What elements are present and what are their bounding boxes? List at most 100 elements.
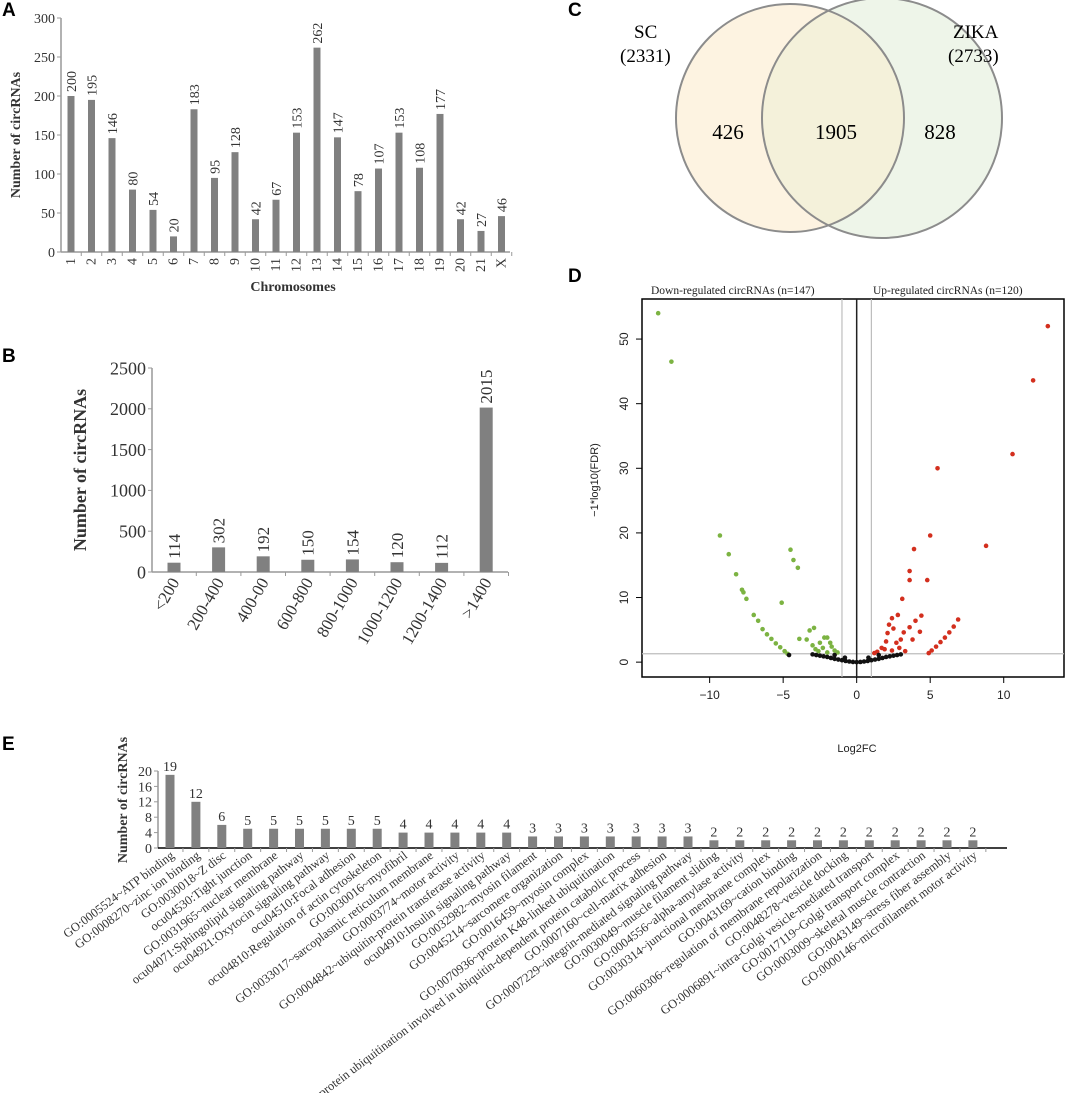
x-tick-label: <200 (149, 575, 183, 615)
x-tick-label: 13 (310, 258, 325, 272)
bar-value-label: 46 (495, 198, 510, 212)
bar (252, 219, 259, 252)
y-tick-label: 100 (34, 168, 55, 183)
data-point-down (755, 618, 761, 624)
y-tick-label: 8 (145, 811, 152, 826)
bar (167, 562, 181, 572)
y-tick-label: 300 (34, 12, 55, 27)
bar (942, 840, 952, 848)
y-tick-label: 20 (617, 526, 631, 540)
data-point-up (927, 533, 933, 538)
bar (256, 556, 270, 572)
data-point-ns (828, 655, 834, 661)
bar-value-label: 146 (106, 113, 121, 134)
bar (67, 96, 75, 252)
bar-value-label: 67 (270, 182, 285, 196)
data-point-up (872, 650, 877, 656)
y-tick-label: 12 (138, 796, 152, 811)
bar-value-label: 5 (322, 814, 329, 829)
x-tick-label: 1200-1400 (398, 575, 451, 648)
bar (129, 189, 136, 252)
data-point-down (777, 644, 783, 650)
bar (190, 109, 198, 252)
bar-value-label: 177 (434, 89, 449, 110)
data-point-down (764, 632, 770, 637)
y-tick-label: 500 (119, 522, 146, 542)
x-tick-label: 4 (126, 258, 141, 265)
data-point-ns (891, 653, 896, 658)
data-point-up (1030, 378, 1036, 383)
panel-letter-a: A (2, 0, 16, 21)
x-tick-label: X (495, 258, 510, 268)
venn-count-overlap: 1905 (815, 120, 857, 144)
bar-value-label: 154 (343, 529, 362, 555)
bar-value-label: 5 (244, 814, 251, 829)
bar (217, 824, 227, 848)
data-point-up (889, 615, 895, 621)
data-point-up (933, 644, 939, 649)
data-point-down (797, 636, 802, 642)
data-point-ns (813, 652, 819, 658)
bar (269, 828, 279, 848)
bar-value-label: 12 (189, 787, 203, 802)
bar-value-label: 2 (840, 825, 847, 840)
bar-value-label: 4 (426, 818, 433, 833)
bar (345, 559, 359, 572)
panel-letter-b: B (2, 346, 16, 367)
data-point-up (942, 635, 948, 640)
data-point-ns (854, 659, 859, 665)
y-axis-title: Number of circRNAs (9, 71, 24, 198)
venn-total-zika: (2733) (948, 46, 999, 67)
bar (838, 840, 848, 848)
bar-value-label: 3 (659, 821, 666, 836)
x-tick-label: 15 (351, 258, 366, 272)
data-point-up (885, 630, 890, 636)
bar-value-label: 2 (736, 825, 743, 840)
data-point-up (897, 645, 902, 651)
bar-value-label: 6 (218, 810, 225, 825)
bar-value-label: 200 (65, 71, 80, 92)
bar (398, 832, 408, 848)
y-tick-label: 2500 (110, 358, 146, 378)
data-point-up (902, 648, 908, 654)
data-point-down (824, 635, 830, 640)
x-tick-label: 21 (474, 258, 489, 272)
x-tick-label: 6 (167, 258, 182, 265)
y-tick-label: 50 (617, 332, 631, 346)
x-tick-label: 10 (997, 688, 1011, 702)
data-point-down (807, 628, 812, 633)
data-point-up (917, 629, 923, 635)
data-point-down (717, 533, 723, 538)
y-tick-label: 40 (617, 397, 631, 411)
data-point-ns (883, 654, 889, 660)
bar (916, 840, 926, 848)
bar (787, 840, 797, 848)
bar-value-label: 4 (451, 818, 458, 833)
x-tick-label: 600-800 (272, 575, 317, 634)
bar-value-label: 3 (633, 821, 640, 836)
data-point-up (910, 637, 915, 642)
x-tick-label: 400-00 (232, 575, 273, 626)
data-point-down (779, 600, 784, 605)
bar-value-label: 42 (454, 201, 469, 215)
bar-value-label: 2 (944, 825, 951, 840)
y-tick-label: 0 (48, 246, 55, 261)
bar-value-label: 3 (581, 821, 588, 836)
data-point-up (882, 646, 887, 652)
bar (354, 191, 362, 252)
y-tick-label: 1500 (110, 440, 146, 460)
bar-value-label: 2015 (477, 370, 496, 404)
data-point-up (907, 577, 912, 583)
y-tick-label: 20 (138, 765, 152, 780)
bar-value-label: 114 (165, 533, 184, 558)
x-tick-label: >1400 (457, 575, 495, 622)
x-tick-label: −5 (776, 688, 790, 702)
y-tick-label: 16 (138, 780, 152, 795)
bar-value-label: 80 (126, 172, 141, 186)
data-point-up (883, 639, 889, 644)
bar-value-label: 5 (270, 814, 277, 829)
y-tick-label: 150 (34, 129, 55, 144)
volcano-plot: −10 −5 0 5 10 0 10 20 30 40 50 Log2FC −1*log10(FDR) D… (589, 285, 1065, 755)
data-point-ns (847, 659, 852, 664)
plot-frame (641, 298, 1065, 678)
